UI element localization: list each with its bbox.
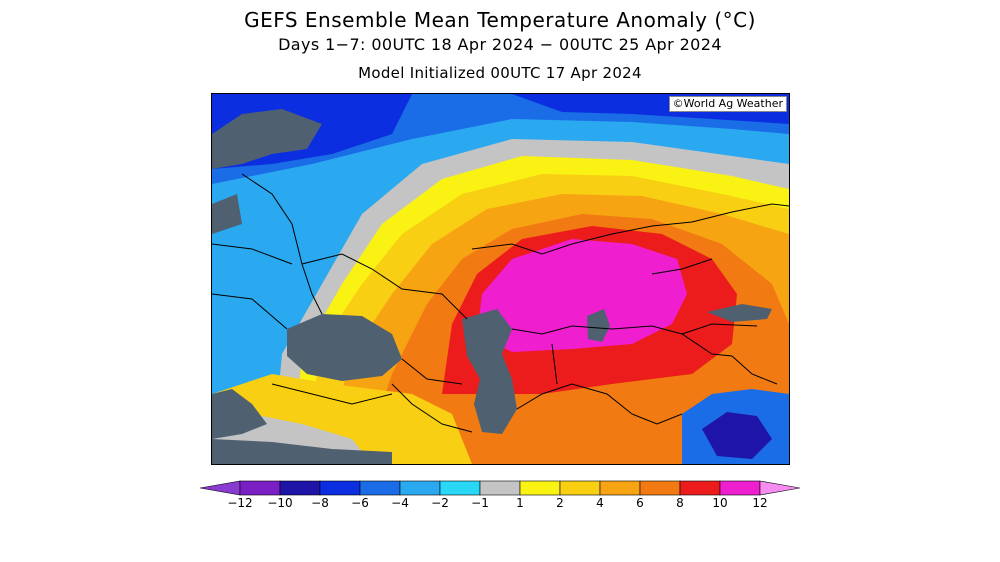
model-init-line: Model Initialized 00UTC 17 Apr 2024 xyxy=(358,64,642,82)
legend-tick-label: 10 xyxy=(712,496,728,510)
legend-tick-label: −12 xyxy=(227,496,253,510)
legend-tick-label: −10 xyxy=(267,496,293,510)
legend-tick-label: 2 xyxy=(556,496,564,510)
aral-sea xyxy=(587,309,610,342)
legend-swatch xyxy=(719,480,761,496)
credit-label: ©World Ag Weather xyxy=(668,96,787,112)
legend-swatch xyxy=(599,480,641,496)
anomaly-map-canvas xyxy=(212,94,789,464)
baltic-sea xyxy=(212,109,322,169)
legend-tick-label: 8 xyxy=(676,496,684,510)
legend-tick-label: −1 xyxy=(471,496,489,510)
color-legend xyxy=(200,478,800,498)
aegean-sea xyxy=(212,389,267,439)
legend-swatch xyxy=(679,480,721,496)
band-very-cold-se xyxy=(702,412,772,459)
legend-tick-label: −2 xyxy=(431,496,449,510)
legend-under-arrow xyxy=(200,480,241,496)
legend-swatch xyxy=(359,480,401,496)
black-sea xyxy=(287,314,402,381)
legend-swatch xyxy=(559,480,601,496)
legend-tick-label: 1 xyxy=(516,496,524,510)
legend-bar xyxy=(200,480,800,496)
baltic-inlet xyxy=(212,194,242,234)
legend-tick-label: 12 xyxy=(752,496,768,510)
mediterranean-sea xyxy=(212,439,392,464)
legend-swatch xyxy=(399,480,441,496)
legend-tick-label: −6 xyxy=(351,496,369,510)
date-range-subtitle: Days 1−7: 00UTC 18 Apr 2024 − 00UTC 25 A… xyxy=(278,35,722,54)
legend-swatch xyxy=(239,480,281,496)
lake-balkhash xyxy=(707,304,772,322)
legend-swatch xyxy=(479,480,521,496)
band-warm-10 xyxy=(477,239,687,352)
legend-tick-label: −8 xyxy=(311,496,329,510)
anomaly-map: ©World Ag Weather xyxy=(211,93,790,465)
legend-tick-label: 6 xyxy=(636,496,644,510)
caspian-sea xyxy=(462,309,517,434)
legend-tick-label: −4 xyxy=(391,496,409,510)
legend-over-arrow xyxy=(759,480,800,496)
country-borders xyxy=(212,173,789,433)
chart-title: GEFS Ensemble Mean Temperature Anomaly (… xyxy=(244,8,756,32)
legend-swatch xyxy=(639,480,681,496)
legend-swatch xyxy=(279,480,321,496)
legend-swatch xyxy=(319,480,361,496)
legend-swatch xyxy=(519,480,561,496)
legend-tick-label: 4 xyxy=(596,496,604,510)
legend-swatch xyxy=(439,480,481,496)
